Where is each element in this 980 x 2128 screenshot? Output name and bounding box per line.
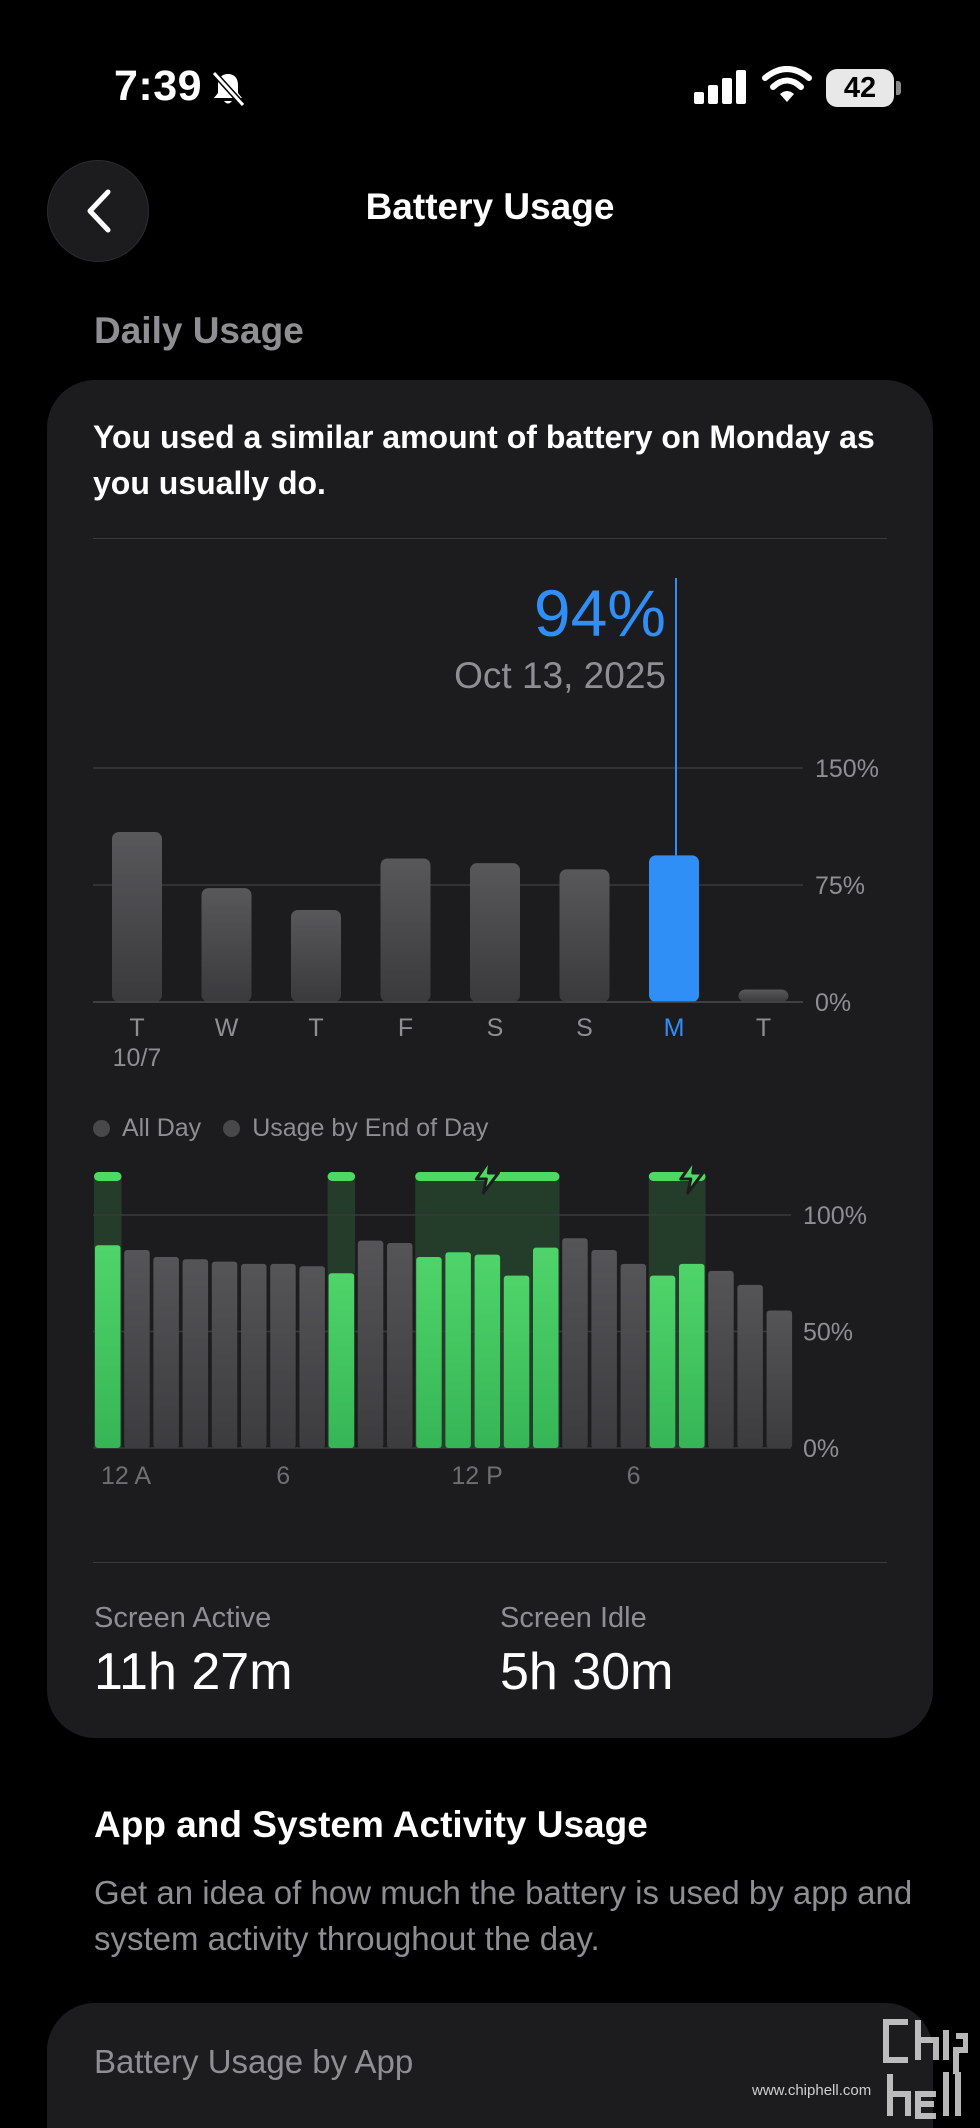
chart-legend: All Day Usage by End of Day: [93, 1112, 510, 1144]
daily-bar[interactable]: [112, 831, 162, 1002]
hourly-bar-charging[interactable]: [649, 1275, 676, 1448]
screen-active-label: Screen Active: [94, 1602, 272, 1634]
usage-summary: You used a similar amount of battery on …: [93, 419, 875, 501]
back-button[interactable]: [47, 160, 149, 262]
status-bar: 7:39 42: [0, 0, 980, 150]
daily-bar[interactable]: [201, 888, 252, 1002]
hourly-bar[interactable]: [766, 1310, 793, 1448]
legend-all-day-label: All Day: [122, 1113, 202, 1142]
hourly-bar[interactable]: [387, 1242, 413, 1448]
watermark-url: www.chiphell.com: [752, 2082, 872, 2099]
daily-xtick-label: T: [308, 1014, 323, 1042]
battery-usage-by-app-card[interactable]: Battery Usage by App: [47, 2003, 933, 2128]
daily-xtick-label: T: [129, 1014, 144, 1042]
legend-all-day: All Day: [93, 1114, 201, 1143]
daily-bar[interactable]: [470, 863, 520, 1002]
hourly-bar-charging[interactable]: [416, 1256, 442, 1448]
charging-period-cap: [94, 1172, 122, 1181]
legend-usage-eod-label: Usage by End of Day: [252, 1113, 489, 1142]
selected-day-date: Oct 13, 2025: [454, 655, 666, 696]
battery-usage-by-app-label: Battery Usage by App: [94, 2043, 414, 2080]
bell-slash-icon: [211, 70, 246, 108]
charging-bolt-icon: [474, 1160, 500, 1195]
activity-section-description: Get an idea of how much the battery is u…: [94, 1874, 913, 1957]
hourly-bar-charging[interactable]: [95, 1245, 121, 1448]
hourly-bar[interactable]: [270, 1263, 296, 1448]
screen-idle-value: 5h 30m: [500, 1643, 674, 1701]
hourly-bar[interactable]: [153, 1256, 179, 1448]
hourly-bar[interactable]: [737, 1284, 763, 1448]
daily-xtick-label: S: [576, 1014, 593, 1042]
battery-level: 42: [843, 72, 877, 104]
selected-day-percent: 94%: [533, 576, 666, 650]
daily-xtick-label: F: [398, 1014, 413, 1042]
daily-xtick-label: M: [664, 1014, 685, 1042]
hourly-bar[interactable]: [182, 1259, 209, 1448]
daily-ytick-label: 0%: [815, 989, 851, 1017]
hourly-bar[interactable]: [620, 1263, 647, 1448]
daily-usage-chart[interactable]: 0%75%150%T10/7W T F S S M T: [47, 380, 933, 1100]
hourly-bar-charging[interactable]: [503, 1275, 530, 1448]
daily-bar[interactable]: [380, 858, 431, 1002]
hourly-bar-charging[interactable]: [474, 1254, 501, 1448]
hourly-bar[interactable]: [211, 1261, 238, 1448]
activity-section-title: App and System Activity Usage: [94, 1804, 648, 1845]
daily-xtick-label: W: [215, 1014, 239, 1042]
chevron-left-icon: [87, 189, 111, 233]
daily-bar[interactable]: [291, 909, 341, 1002]
hourly-bar[interactable]: [299, 1266, 325, 1448]
daily-xtick-label: T: [756, 1014, 771, 1042]
daily-bar-selected[interactable]: [649, 855, 699, 1002]
daily-ytick-label: 75%: [815, 872, 865, 900]
hourly-bar[interactable]: [562, 1238, 588, 1448]
daily-usage-label: Daily Usage: [94, 310, 304, 351]
hourly-battery-chart[interactable]: 0% 50% 100% 12 A 6 12 P 6: [47, 1160, 933, 1490]
charging-period-cap: [327, 1172, 356, 1181]
legend-dot-usage-eod: [223, 1119, 241, 1137]
hourly-bar-charging[interactable]: [533, 1247, 559, 1448]
hourly-bar-charging[interactable]: [328, 1273, 355, 1448]
wifi-icon: [762, 66, 812, 102]
hourly-xtick-label: 6: [276, 1462, 290, 1490]
chiphell-logo: [883, 2019, 968, 2119]
hourly-ytick-label: 0%: [803, 1435, 839, 1463]
hourly-bar[interactable]: [357, 1240, 384, 1448]
hourly-bar[interactable]: [241, 1263, 267, 1448]
daily-bar[interactable]: [738, 989, 789, 1002]
daily-xtick-label: S: [487, 1014, 504, 1042]
hourly-xtick-label: 12 A: [101, 1462, 151, 1490]
legend-dot-all-day: [93, 1119, 110, 1137]
card-divider-top: [93, 538, 887, 539]
status-time: 7:39: [114, 62, 203, 110]
hourly-bar[interactable]: [591, 1249, 617, 1448]
battery-icon: 42: [826, 69, 901, 107]
hourly-bar[interactable]: [708, 1270, 734, 1448]
hourly-ytick-label: 100%: [803, 1202, 867, 1230]
hourly-xtick-label: 6: [627, 1462, 641, 1490]
daily-usage-card: You used a similar amount of battery on …: [47, 380, 933, 1738]
page-title: Battery Usage: [365, 186, 615, 227]
legend-usage-eod: Usage by End of Day: [223, 1114, 488, 1143]
daily-ytick-label: 150%: [815, 755, 879, 783]
screen-idle-label: Screen Idle: [500, 1602, 647, 1634]
hourly-bar-charging[interactable]: [679, 1263, 705, 1448]
hourly-bar-charging[interactable]: [445, 1252, 471, 1448]
daily-bar[interactable]: [559, 869, 610, 1002]
charging-bolt-icon: [679, 1160, 705, 1195]
hourly-ytick-label: 50%: [803, 1319, 853, 1347]
hourly-xtick-label: 12 P: [451, 1462, 502, 1490]
hourly-bar[interactable]: [124, 1249, 150, 1448]
cellular-signal-icon: [694, 70, 746, 104]
screen-active-value: 11h 27m: [94, 1643, 293, 1701]
daily-xtick-sublabel: 10/7: [113, 1044, 162, 1072]
card-divider-bottom: [93, 1562, 887, 1563]
